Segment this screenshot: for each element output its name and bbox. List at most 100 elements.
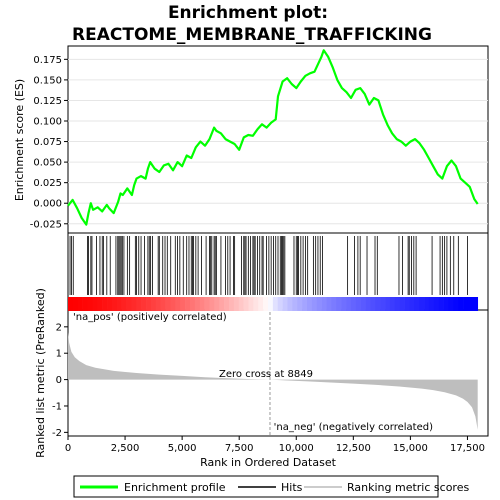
enrichment-profile-line	[67, 49, 479, 226]
colorbar-segment	[72, 297, 79, 311]
colorbar-segment	[87, 297, 93, 311]
chart-title-line-1: Enrichment plot:	[168, 3, 328, 23]
ranked-y-axis-label: Ranked list metric (PreRanked)	[34, 288, 47, 458]
colorbar-segment	[258, 297, 264, 311]
colorbar-segment	[272, 297, 279, 311]
colorbar-segment	[175, 297, 181, 311]
colorbar-segment	[150, 297, 157, 311]
x-axis: 0 2,500 5,000 7,500 10,000 12,500 15,000 17,500	[65, 436, 485, 454]
colorbar-segment	[77, 297, 83, 311]
colorbar-segment	[92, 297, 98, 311]
colorbar-segment	[228, 297, 235, 311]
ranking-colorbar	[68, 297, 479, 311]
colorbar-segment	[194, 297, 200, 311]
colorbar-segment	[233, 297, 240, 311]
colorbar-segment	[185, 297, 191, 311]
colorbar-segment	[204, 297, 210, 311]
zero-cross-label: Zero cross at 8849	[219, 369, 313, 380]
colorbar-segment	[297, 297, 303, 311]
es-y-tick-label: 0.025	[33, 178, 62, 189]
colorbar-segment	[307, 297, 313, 311]
colorbar-segment	[146, 297, 152, 311]
colorbar-segment	[131, 297, 137, 311]
chart-title-line-2: REACTOME_MEMBRANE_TRAFFICKING	[72, 25, 432, 45]
colorbar-segment	[316, 297, 322, 311]
es-y-tick-label: 0.125	[33, 96, 62, 107]
legend-label-ranking-metric: Ranking metric scores	[347, 481, 469, 494]
ranking-metric-area	[68, 332, 478, 430]
colorbar-segment	[107, 297, 113, 311]
colorbar-segment	[199, 297, 205, 311]
colorbar-segment	[219, 297, 225, 311]
colorbar-segment	[409, 297, 415, 311]
colorbar-segment	[458, 297, 464, 311]
es-y-tick-label: 0.050	[33, 158, 62, 169]
es-y-tick-label: 0.150	[33, 75, 62, 86]
colorbar-segment	[155, 297, 161, 311]
colorbar-segment	[209, 297, 215, 311]
colorbar-segment	[414, 297, 420, 311]
x-tick-label: 10,000	[279, 443, 314, 454]
colorbar-segment	[365, 297, 371, 311]
ranked-y-tick-label: -2	[52, 428, 62, 439]
legend-label-enrichment-profile: Enrichment profile	[124, 481, 226, 494]
colorbar-segment	[331, 297, 337, 311]
colorbar-segment	[443, 297, 449, 311]
enrichment-profile-series	[67, 49, 479, 226]
colorbar-segment	[453, 297, 459, 311]
colorbar-segment	[350, 297, 357, 311]
colorbar-segment	[121, 297, 127, 311]
colorbar-segment	[428, 297, 435, 311]
positive-correlation-label: 'na_pos' (positively correlated)	[73, 312, 227, 323]
colorbar-segment	[102, 297, 108, 311]
colorbar-segment	[438, 297, 444, 311]
x-tick-label: 12,500	[336, 443, 371, 454]
colorbar-segment	[292, 297, 298, 311]
colorbar-segment	[243, 297, 249, 311]
colorbar-segment	[68, 297, 74, 311]
x-tick-label: 0	[65, 443, 71, 454]
colorbar-segment	[302, 297, 308, 311]
colorbar-segment	[360, 297, 366, 311]
ranked-y-tick-label: 2	[56, 322, 62, 333]
colorbar-segment	[346, 297, 352, 311]
colorbar-segment	[336, 297, 342, 311]
es-y-tick-label: 0.000	[33, 199, 62, 210]
colorbar-segment	[97, 297, 103, 311]
colorbar-segment	[277, 297, 283, 311]
es-y-tick-label: 0.075	[33, 137, 62, 148]
colorbar-segment	[472, 297, 479, 311]
colorbar-segment	[394, 297, 400, 311]
es-y-tick-label: 0.100	[33, 117, 62, 128]
colorbar-segment	[399, 297, 405, 311]
colorbar-segment	[253, 297, 259, 311]
colorbar-segment	[424, 297, 430, 311]
colorbar-segment	[287, 297, 293, 311]
es-gridlines	[68, 58, 488, 225]
legend-label-hits: Hits	[281, 481, 303, 494]
colorbar-segment	[419, 297, 425, 311]
colorbar-segment	[180, 297, 186, 311]
colorbar-segment	[170, 297, 176, 311]
es-y-axis: -0.025 0.000 0.025 0.050 0.075 0.100 0.125 0.15…	[30, 55, 68, 230]
colorbar-segment	[341, 297, 347, 311]
ranked-y-tick-label: 0	[56, 375, 62, 386]
x-tick-label: 2,500	[111, 443, 140, 454]
colorbar-segment	[160, 297, 166, 311]
ranking-metric-series	[68, 332, 478, 430]
colorbar-segment	[463, 297, 469, 311]
colorbar-segment	[238, 297, 244, 311]
colorbar-segment	[311, 297, 318, 311]
colorbar-segment	[267, 297, 274, 311]
colorbar-segment	[282, 297, 288, 311]
es-y-tick-label: 0.175	[33, 55, 62, 66]
colorbar-segment	[82, 297, 88, 311]
colorbar-segment	[165, 297, 171, 311]
x-tick-label: 15,000	[393, 443, 428, 454]
x-tick-label: 7,500	[225, 443, 254, 454]
es-y-tick-label: -0.025	[30, 219, 62, 230]
negative-correlation-label: 'na_neg' (negatively correlated)	[274, 422, 433, 433]
ranked-y-tick-label: -1	[52, 401, 62, 412]
